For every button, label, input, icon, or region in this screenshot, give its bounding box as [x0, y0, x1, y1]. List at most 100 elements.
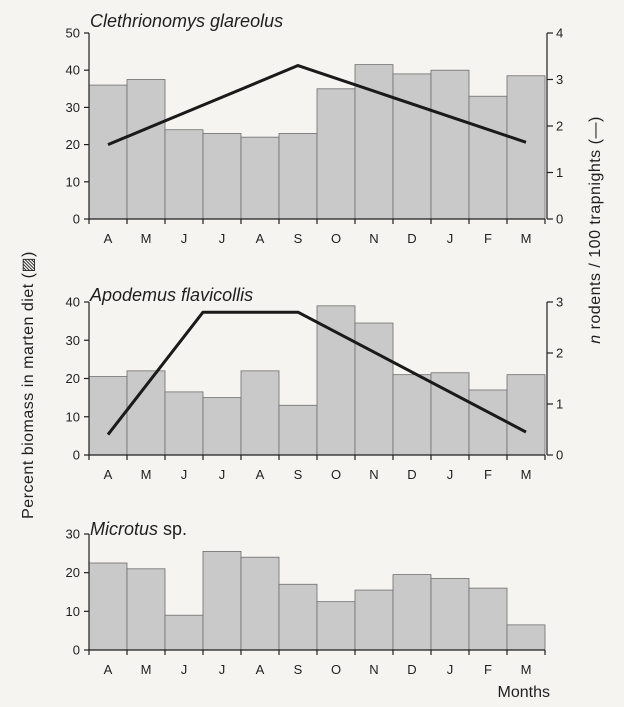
- y-right-tick-label-apodemus-2: 2: [556, 346, 563, 361]
- y-tick-label-clethrionomys-5: 50: [66, 26, 80, 41]
- panel-title-clethrionomys: Clethrionomys glareolus: [90, 11, 283, 31]
- bar-apodemus-8: [392, 374, 432, 456]
- y-axis-label-right: n rodents / 100 trapnights (—): [587, 116, 604, 344]
- x-tick-label-microtus-1: M: [141, 662, 152, 677]
- x-tick-label-clethrionomys-6: O: [331, 231, 341, 246]
- y-tick-label-apodemus-1: 10: [66, 409, 80, 424]
- y-right-tick-label-apodemus-3: 3: [556, 295, 563, 310]
- x-tick-label-microtus-6: O: [331, 662, 341, 677]
- y-axis-label-right-n: n: [587, 334, 604, 343]
- bar-clethrionomys-5: [278, 133, 318, 220]
- panel-title-apodemus: Apodemus flavicollis: [89, 285, 253, 305]
- y-tick-label-apodemus-0: 0: [73, 448, 80, 463]
- bar-clethrionomys-9: [430, 69, 470, 220]
- bar-clethrionomys-2: [164, 129, 204, 220]
- y-right-tick-label-clethrionomys-4: 4: [556, 26, 563, 41]
- y-tick-label-microtus-3: 30: [66, 527, 80, 542]
- x-tick-label-clethrionomys-8: D: [407, 231, 416, 246]
- bar-apodemus-7: [354, 322, 394, 456]
- x-axis-label: Months: [498, 684, 550, 701]
- bar-microtus-10: [468, 587, 508, 651]
- bar-apodemus-6: [316, 305, 356, 456]
- bar-microtus-2: [164, 614, 204, 651]
- y-tick-label-clethrionomys-0: 0: [73, 212, 80, 227]
- bar-clethrionomys-11: [506, 75, 546, 220]
- x-tick-label-apodemus-9: J: [447, 467, 454, 482]
- x-tick-label-clethrionomys-2: J: [181, 231, 188, 246]
- x-tick-label-clethrionomys-10: F: [484, 231, 492, 246]
- y-right-tick-label-clethrionomys-3: 3: [556, 72, 563, 87]
- x-tick-label-apodemus-6: O: [331, 467, 341, 482]
- x-tick-label-microtus-3: J: [219, 662, 226, 677]
- x-tick-label-clethrionomys-1: M: [141, 231, 152, 246]
- x-tick-label-clethrionomys-7: N: [369, 231, 378, 246]
- x-tick-label-microtus-5: S: [294, 662, 303, 677]
- x-tick-label-apodemus-0: A: [104, 467, 113, 482]
- bar-apodemus-3: [202, 397, 242, 456]
- x-tick-label-microtus-2: J: [181, 662, 188, 677]
- trap-line-clethrionomys: [107, 64, 527, 146]
- x-tick-label-clethrionomys-9: J: [447, 231, 454, 246]
- y-tick-label-microtus-2: 20: [66, 565, 80, 580]
- bar-apodemus-11: [506, 374, 546, 456]
- bar-microtus-3: [202, 551, 242, 651]
- bar-microtus-9: [430, 578, 470, 651]
- bar-apodemus-10: [468, 389, 508, 456]
- y-right-tick-label-apodemus-0: 0: [556, 448, 563, 463]
- y-axis-label-left: Percent biomass in marten diet (▨): [20, 251, 37, 519]
- y-tick-label-apodemus-2: 20: [66, 371, 80, 386]
- bar-clethrionomys-4: [240, 136, 280, 220]
- y-right-tick-label-clethrionomys-2: 2: [556, 119, 563, 134]
- x-tick-label-microtus-4: A: [256, 662, 265, 677]
- x-tick-label-clethrionomys-11: M: [521, 231, 532, 246]
- x-tick-label-clethrionomys-0: A: [104, 231, 113, 246]
- panel-title-microtus-suffix: sp.: [163, 519, 187, 539]
- bar-clethrionomys-6: [316, 88, 356, 220]
- bar-clethrionomys-8: [392, 73, 432, 220]
- y-tick-label-clethrionomys-4: 40: [66, 63, 80, 78]
- bar-microtus-5: [278, 583, 318, 651]
- y-tick-label-clethrionomys-1: 10: [66, 174, 80, 189]
- y-right-tick-label-clethrionomys-1: 1: [556, 165, 563, 180]
- x-tick-label-microtus-11: M: [521, 662, 532, 677]
- y-tick-label-clethrionomys-3: 30: [66, 100, 80, 115]
- x-tick-label-microtus-8: D: [407, 662, 416, 677]
- bar-apodemus-4: [240, 370, 280, 456]
- x-tick-label-microtus-7: N: [369, 662, 378, 677]
- y-right-tick-label-clethrionomys-0: 0: [556, 212, 563, 227]
- bar-clethrionomys-0: [88, 84, 128, 220]
- trap-line-apodemus: [106, 310, 527, 436]
- x-tick-label-apodemus-5: S: [294, 467, 303, 482]
- y-tick-label-microtus-1: 10: [66, 604, 80, 619]
- bar-apodemus-2: [164, 391, 204, 456]
- bar-clethrionomys-3: [202, 133, 242, 220]
- panel-title-microtus-genus: Microtus: [90, 519, 158, 539]
- x-tick-label-apodemus-2: J: [181, 467, 188, 482]
- x-tick-label-apodemus-10: F: [484, 467, 492, 482]
- bar-apodemus-5: [278, 404, 318, 456]
- y-tick-label-microtus-0: 0: [73, 643, 80, 658]
- y-tick-label-clethrionomys-2: 20: [66, 137, 80, 152]
- x-tick-label-microtus-10: F: [484, 662, 492, 677]
- x-tick-label-apodemus-8: D: [407, 467, 416, 482]
- bar-microtus-7: [354, 589, 394, 651]
- x-tick-label-clethrionomys-4: A: [256, 231, 265, 246]
- x-tick-label-clethrionomys-5: S: [294, 231, 303, 246]
- bar-microtus-1: [126, 568, 166, 651]
- panel-title-microtus: Microtus sp.: [90, 519, 187, 539]
- x-tick-label-apodemus-3: J: [219, 467, 226, 482]
- x-tick-label-apodemus-1: M: [141, 467, 152, 482]
- bar-clethrionomys-1: [126, 79, 166, 220]
- bar-microtus-6: [316, 601, 356, 651]
- x-tick-label-microtus-9: J: [447, 662, 454, 677]
- x-tick-label-clethrionomys-3: J: [219, 231, 226, 246]
- bar-microtus-4: [240, 556, 280, 651]
- bar-microtus-8: [392, 574, 432, 651]
- y-tick-label-apodemus-4: 40: [66, 295, 80, 310]
- x-tick-label-microtus-0: A: [104, 662, 113, 677]
- bar-microtus-11: [506, 624, 546, 651]
- x-tick-label-apodemus-11: M: [521, 467, 532, 482]
- y-right-tick-label-apodemus-1: 1: [556, 397, 563, 412]
